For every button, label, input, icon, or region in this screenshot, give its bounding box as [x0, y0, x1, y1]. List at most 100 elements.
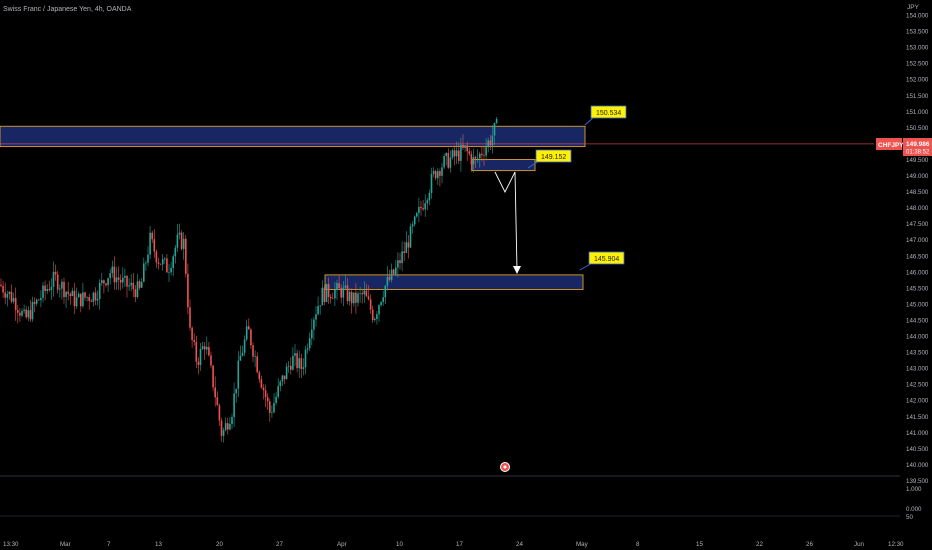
candle-body: [474, 157, 477, 159]
osc-tick-label: 0.000: [906, 506, 922, 513]
candle-body: [365, 290, 368, 297]
candle-body: [374, 318, 376, 321]
candle-body: [67, 291, 69, 294]
candle-body: [277, 386, 279, 397]
candle-body: [61, 281, 63, 289]
y-tick-label: 151.000: [906, 109, 929, 116]
x-tick-label: Apr: [337, 541, 347, 548]
y-tick-label: 145.000: [906, 301, 929, 308]
candle-body: [290, 365, 292, 370]
candle-body: [71, 290, 74, 296]
candle-body: [124, 275, 126, 278]
x-axis[interactable]: 13:30 Mar 7 13 20 27 Apr 10 17 24 May 8 15 22 26 Jun 12:…: [3, 541, 904, 548]
candle-body: [19, 312, 21, 316]
candle-body: [363, 290, 366, 295]
x-tick-label: Mar: [60, 541, 71, 548]
candle-body: [399, 260, 401, 264]
candle-body: [264, 390, 267, 398]
lower-zone-label: 145.904: [594, 256, 619, 263]
candles-layer: [0, 116, 498, 443]
x-tick-label: 22: [756, 541, 763, 548]
label-upper-zone[interactable]: 150.534: [590, 105, 627, 119]
drawings-layer: [0, 116, 874, 274]
candle-body: [48, 289, 51, 291]
candle-body: [426, 200, 429, 204]
y-tick-label: 148.000: [906, 205, 929, 212]
candle-body: [468, 151, 471, 155]
candle-body: [260, 379, 263, 388]
candle-body: [180, 232, 183, 249]
candle-body: [476, 158, 479, 159]
candle-body: [98, 283, 101, 300]
y-tick-label: 146.500: [906, 253, 929, 260]
y-tick-label: 149.000: [906, 173, 929, 180]
candle-body: [306, 348, 309, 350]
candle-body: [386, 276, 389, 286]
x-tick-label: 27: [276, 541, 283, 548]
y-tick-label: 142.500: [906, 382, 929, 389]
candle-body: [329, 296, 332, 299]
candle-body: [63, 281, 65, 298]
candle-body: [174, 247, 177, 257]
currency-label: JPY: [907, 4, 920, 11]
last-price-badge: CHFJPY 149.986 01:38:52: [876, 138, 932, 156]
candle-body: [8, 291, 11, 295]
candle-body: [245, 326, 248, 340]
candle-body: [359, 293, 361, 294]
candle-body: [187, 273, 189, 308]
candle-body: [384, 285, 387, 298]
candle-body: [313, 319, 315, 330]
y-tick-label: 141.500: [906, 414, 929, 421]
candle-body: [411, 224, 414, 227]
candle-body: [342, 287, 345, 298]
y-tick-label: 152.500: [906, 61, 929, 68]
candle-body: [285, 366, 288, 380]
candle-body: [197, 361, 200, 365]
x-tick-label: 17: [456, 541, 463, 548]
candle-body: [416, 213, 418, 217]
candle-body: [220, 420, 223, 436]
y-tick-label: 140.500: [906, 446, 929, 453]
candle-body: [4, 292, 6, 298]
label-mid-zone[interactable]: 149.152: [535, 149, 572, 163]
candle-body: [12, 298, 15, 302]
label-lower-zone[interactable]: 145.904: [588, 251, 625, 265]
candle-body: [206, 346, 208, 350]
y-tick-label: 145.500: [906, 285, 929, 292]
candle-body: [77, 293, 80, 298]
candle-body: [214, 387, 216, 398]
candle-body: [481, 153, 483, 156]
countdown: 01:38:52: [906, 150, 930, 156]
candle-body: [35, 299, 38, 304]
candle-body: [52, 271, 55, 287]
candle-body: [212, 365, 214, 388]
candle-body: [191, 327, 193, 340]
candle-body: [157, 262, 160, 264]
candle-body: [332, 298, 334, 299]
candle-body: [216, 397, 219, 406]
candle-body: [172, 256, 174, 268]
candle-body: [413, 216, 416, 225]
y-axis[interactable]: 154.000 153.500 153.000 152.500 152.000 151.5…: [906, 13, 929, 485]
candle-body: [161, 259, 164, 265]
candle-body: [227, 423, 229, 430]
candle-body: [132, 282, 135, 290]
candle-body: [178, 232, 181, 235]
candle-body: [103, 280, 105, 284]
candle-body: [149, 232, 151, 255]
candle-body: [447, 153, 450, 168]
candle-body: [185, 238, 187, 274]
candle-body: [25, 309, 27, 318]
candle-body: [388, 276, 391, 280]
candle-body: [336, 283, 338, 290]
y-tick-label: 144.500: [906, 317, 929, 324]
candle-body: [418, 206, 420, 214]
candle-body: [287, 365, 290, 367]
x-tick-label: 20: [216, 541, 223, 548]
upper-zone-label: 150.534: [596, 110, 621, 117]
candle-body: [493, 122, 496, 136]
candle-body: [29, 310, 32, 320]
y-tick-label: 153.500: [906, 29, 929, 36]
candle-body: [340, 288, 342, 298]
